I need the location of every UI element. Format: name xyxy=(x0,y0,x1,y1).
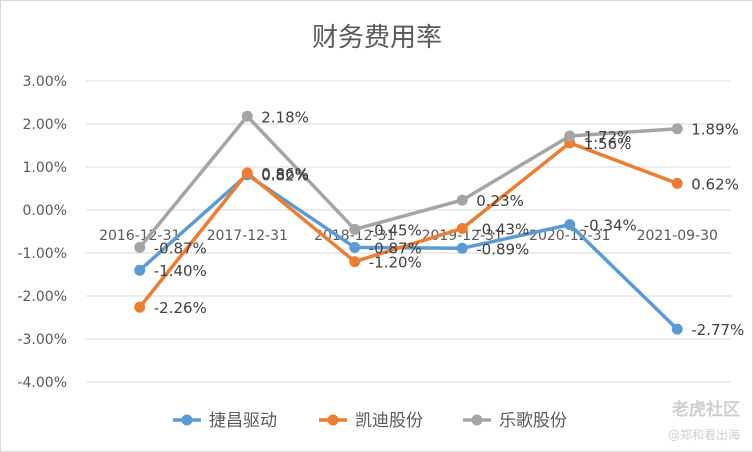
data-label: 1.89% xyxy=(691,121,739,139)
data-label: 1.56% xyxy=(584,135,632,153)
data-point xyxy=(349,256,361,268)
data-labels: -1.40% 0.82% -0.87% -0.89% -0.34% -2.77% -2.26… xyxy=(154,108,745,339)
y-axis-ticks: 3.00% 2.00% 1.00% 0.00% -1.00% -2.00% -3.00% -4… xyxy=(17,74,67,391)
data-label: -0.43% xyxy=(476,220,529,238)
data-point xyxy=(134,264,146,276)
x-axis-categories: 2016-12-31 2017-12-31 2018-12-31 2019-12-31… xyxy=(99,228,718,244)
data-point xyxy=(134,241,146,253)
watermark: 老虎社区 @郑和看出海 xyxy=(668,395,740,443)
data-point xyxy=(241,167,253,179)
y-tick-label: 0.00% xyxy=(23,203,67,219)
data-point xyxy=(456,194,468,206)
data-point xyxy=(671,177,683,189)
data-point xyxy=(671,123,683,135)
data-label: 0.62% xyxy=(691,175,739,193)
data-label: 0.82% xyxy=(261,167,309,185)
y-tick-label: -3.00% xyxy=(17,332,67,348)
data-label: -0.45% xyxy=(369,221,422,239)
legend-marker xyxy=(181,414,193,426)
y-tick-label: 1.00% xyxy=(23,160,67,176)
watermark-brand: 老虎社区 xyxy=(672,400,740,420)
legend-entry: 乐歌股份 xyxy=(499,411,567,431)
legend-marker xyxy=(327,414,339,426)
series-line-3 xyxy=(138,114,679,250)
x-category-label: 2021-09-30 xyxy=(637,228,718,244)
data-point xyxy=(349,241,361,253)
y-tick-label: -1.00% xyxy=(17,246,67,262)
data-point xyxy=(241,110,253,122)
data-point xyxy=(134,301,146,313)
y-tick-label: 3.00% xyxy=(23,74,67,90)
data-point xyxy=(456,222,468,234)
legend: 捷昌驱动 凯迪股份 乐歌股份 xyxy=(173,411,567,431)
x-category-label: 2017-12-31 xyxy=(207,228,288,244)
x-category-label: 2020-12-31 xyxy=(529,228,610,244)
data-point xyxy=(671,323,683,335)
data-label: -0.89% xyxy=(476,240,529,258)
data-label: -0.87% xyxy=(369,239,422,257)
chart-title: 财务费用率 xyxy=(312,23,442,53)
data-label: -0.87% xyxy=(154,239,207,257)
data-point xyxy=(456,242,468,254)
x-category-label: 2019-12-31 xyxy=(422,228,503,244)
legend-entry: 捷昌驱动 xyxy=(209,411,277,431)
y-tick-label: -2.00% xyxy=(17,289,67,305)
series-lines xyxy=(134,110,683,335)
data-point xyxy=(349,223,361,235)
series-line-1 xyxy=(138,172,679,331)
data-label: -0.34% xyxy=(584,217,637,235)
data-label: 1.72% xyxy=(584,128,632,146)
y-tick-label: 2.00% xyxy=(23,117,67,133)
data-point xyxy=(564,219,576,231)
series-line-2 xyxy=(138,141,679,309)
gridlines xyxy=(86,80,731,383)
data-label: -1.20% xyxy=(369,254,422,272)
data-label: 0.86% xyxy=(261,165,309,183)
legend-entry: 凯迪股份 xyxy=(355,411,423,431)
data-label: -1.40% xyxy=(154,262,207,280)
watermark-author: @郑和看出海 xyxy=(667,428,740,442)
data-label: -2.26% xyxy=(154,299,207,317)
data-label: 2.18% xyxy=(261,108,309,126)
legend-marker xyxy=(471,414,483,426)
data-point xyxy=(564,130,576,142)
data-label: -2.77% xyxy=(691,321,744,339)
data-label: 0.23% xyxy=(476,192,524,210)
y-tick-label: -4.00% xyxy=(17,375,67,391)
x-category-label: 2016-12-31 xyxy=(99,228,180,244)
